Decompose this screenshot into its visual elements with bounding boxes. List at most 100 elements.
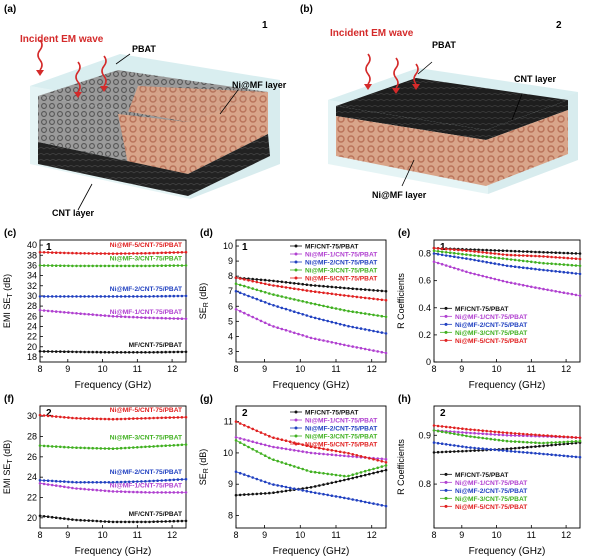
data-point — [95, 417, 99, 421]
y-tick-label: 32 — [27, 281, 37, 291]
data-point — [160, 316, 163, 320]
data-point — [136, 264, 139, 268]
data-point — [259, 492, 263, 495]
series-1 — [234, 308, 388, 355]
data-point — [485, 275, 488, 279]
x-tick-label: 9 — [459, 364, 464, 374]
data-point — [505, 431, 509, 435]
data-point — [156, 295, 159, 298]
x-tick-label: 9 — [459, 530, 464, 540]
data-point — [485, 437, 488, 440]
data-point — [322, 304, 325, 308]
data-point — [318, 471, 321, 475]
data-point — [251, 440, 254, 443]
data-point — [501, 257, 505, 260]
data-point — [168, 251, 172, 254]
data-point — [432, 424, 436, 427]
data-point — [343, 294, 346, 297]
data-point — [255, 317, 259, 321]
data-point — [95, 350, 99, 354]
data-point — [184, 317, 188, 321]
data-point — [355, 454, 359, 457]
data-point — [440, 442, 444, 445]
y-tick-label: 9 — [228, 479, 233, 489]
x-tick-label: 12 — [367, 364, 377, 374]
data-point — [71, 486, 74, 490]
data-point — [123, 480, 127, 484]
data-point — [152, 351, 155, 354]
data-point — [485, 432, 488, 436]
data-point — [79, 252, 82, 255]
y-tick-label: 7 — [228, 286, 233, 296]
data-point — [343, 474, 346, 478]
data-point — [46, 479, 50, 482]
data-point — [550, 251, 553, 254]
data-point — [338, 474, 342, 477]
data-point — [351, 295, 354, 298]
y-tick-label: 8 — [228, 271, 233, 281]
legend-entry: Ni@MF-2/CNT-75/PBAT — [455, 322, 527, 329]
series-4 — [38, 250, 188, 255]
x-axis-label: Frequency (GHz) — [469, 380, 546, 391]
data-point — [493, 256, 497, 259]
data-point — [440, 262, 444, 266]
data-point — [168, 520, 172, 523]
data-point — [87, 446, 90, 450]
y-tick-label: 24 — [27, 321, 37, 331]
data-point — [432, 260, 436, 263]
data-point — [530, 451, 533, 455]
data-point — [485, 251, 488, 255]
data-point — [234, 439, 238, 442]
legend-marker — [294, 244, 298, 248]
data-point — [384, 298, 388, 302]
data-point — [550, 262, 553, 265]
data-point — [318, 303, 321, 307]
series-3 — [234, 439, 388, 478]
data-point — [574, 436, 578, 439]
data-point — [461, 427, 464, 430]
data-point — [75, 251, 78, 255]
data-point — [517, 446, 521, 450]
data-point — [493, 277, 497, 281]
data-point — [384, 289, 388, 293]
data-point — [132, 417, 135, 420]
data-point — [578, 252, 582, 255]
y-tick-label: 22 — [27, 332, 37, 342]
data-point — [107, 481, 111, 484]
data-point — [521, 283, 525, 287]
series-4 — [38, 413, 188, 421]
data-point — [71, 264, 74, 268]
data-point — [497, 278, 501, 282]
data-point — [355, 346, 359, 349]
data-point — [268, 302, 271, 306]
data-point — [127, 315, 131, 319]
data-point — [363, 328, 367, 331]
data-point — [542, 255, 545, 258]
data-point — [280, 447, 284, 450]
data-point — [351, 345, 354, 348]
data-point — [550, 289, 553, 292]
data-point — [493, 438, 497, 441]
data-point — [119, 446, 123, 450]
data-point — [526, 445, 529, 449]
data-point — [546, 444, 549, 447]
data-point — [132, 446, 135, 449]
data-point — [351, 453, 354, 456]
data-point — [268, 444, 271, 448]
data-point — [469, 249, 472, 253]
data-point — [338, 308, 342, 311]
data-point — [91, 446, 94, 450]
data-point — [168, 478, 172, 482]
data-point — [343, 454, 346, 458]
data-point — [436, 261, 440, 265]
data-point — [334, 453, 338, 457]
data-point — [280, 295, 284, 298]
data-point — [160, 491, 163, 494]
scene-a-pbat-label: PBAT — [132, 44, 156, 54]
data-point — [305, 283, 309, 286]
data-point — [119, 264, 123, 268]
panel-number: 2 — [242, 408, 248, 419]
data-point — [534, 261, 537, 264]
data-point — [251, 296, 254, 299]
data-point — [368, 297, 371, 300]
